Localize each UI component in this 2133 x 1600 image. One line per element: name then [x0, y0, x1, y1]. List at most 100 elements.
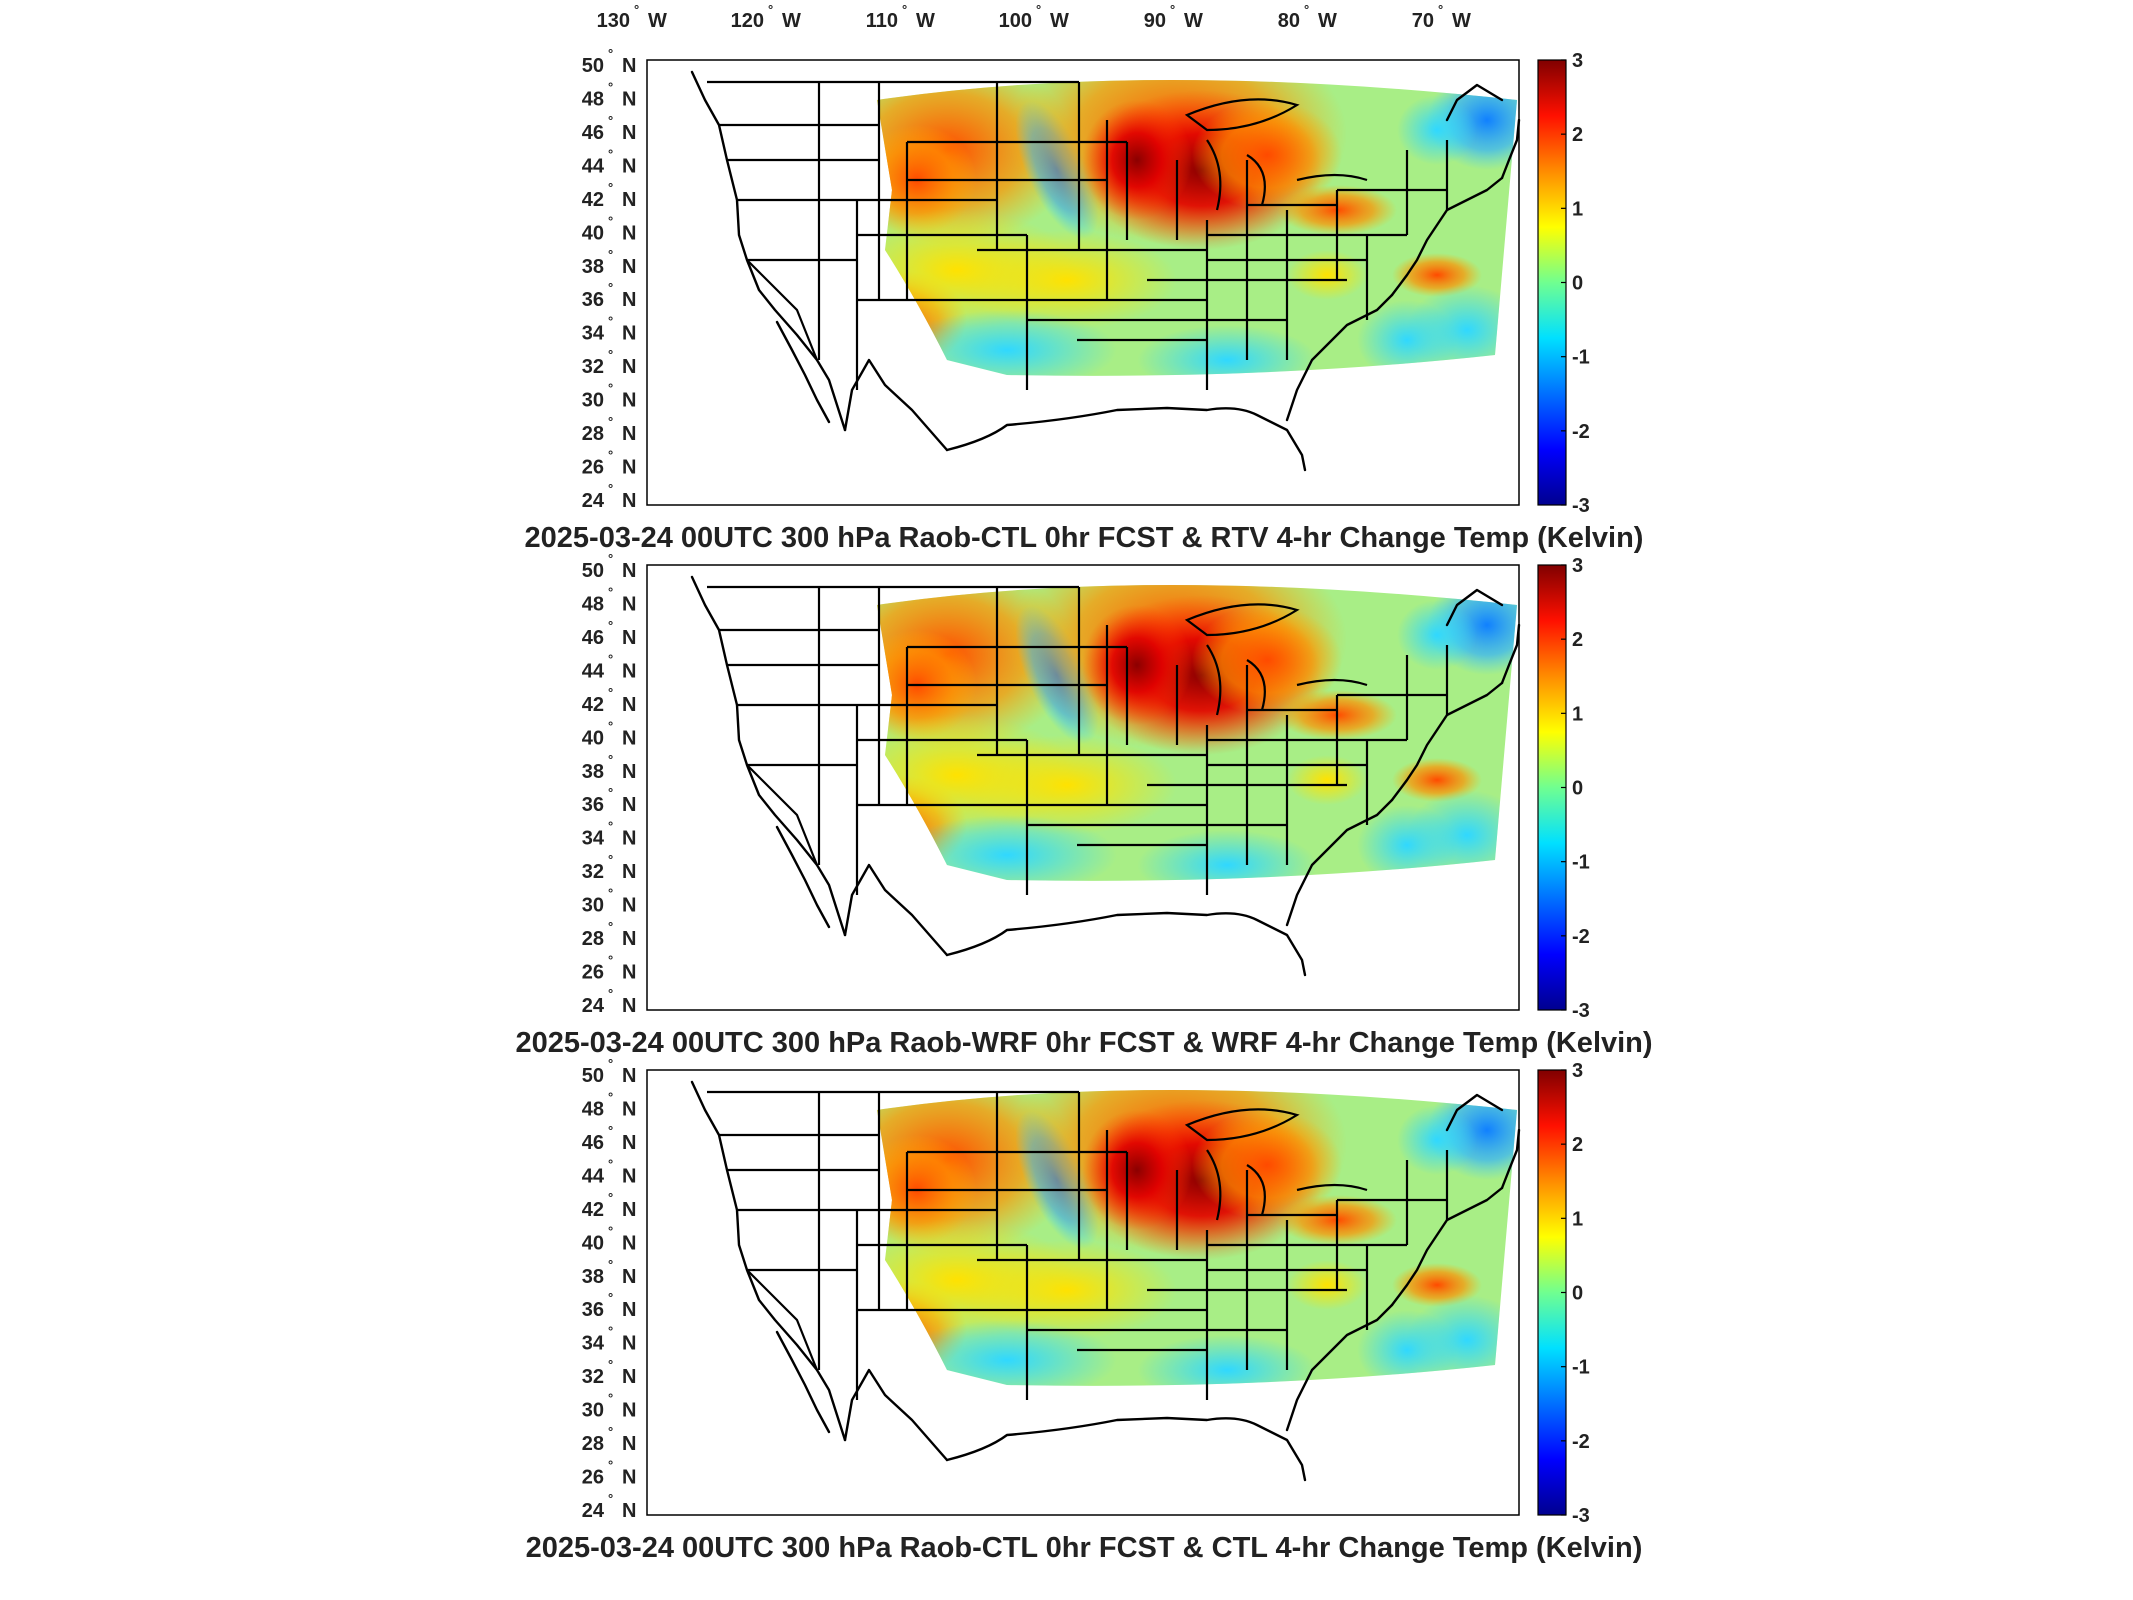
- longitude-labels: 130 ° W 120 ° W 110 ° W 100 ° W 90 ° W 80 ° W 70 ° W: [597, 2, 1471, 32]
- colorbar: 3 2 1 0 -1 -2 -3: [1537, 1060, 1590, 1527]
- svg-text:°: °: [608, 1223, 613, 1238]
- colorbar: 3 2 1 0 -1 -2 -3: [1537, 555, 1590, 1022]
- lat-label: 48 ° N: [582, 584, 637, 615]
- map-panel-2: 50°N48°N46°N44°N42°N40°N38°N36°N34°N32°N…: [515, 530, 1653, 1059]
- lat-label: 26 ° N: [582, 953, 637, 984]
- svg-text:34: 34: [582, 828, 605, 850]
- lat-label: 44° N: [582, 1156, 637, 1187]
- svg-text:°: °: [608, 280, 613, 295]
- svg-text:°: °: [608, 551, 613, 566]
- svg-text:24: 24: [582, 1500, 605, 1522]
- svg-text:°: °: [608, 448, 613, 463]
- colorbar-tick: -3: [1572, 1505, 1590, 1527]
- svg-text:N: N: [622, 895, 636, 917]
- colorbar-tick: -1: [1572, 852, 1590, 874]
- colorbar-tick: -2: [1572, 926, 1590, 948]
- svg-text:N: N: [622, 289, 636, 311]
- lon-label: 110 ° W: [866, 2, 935, 32]
- svg-text:N: N: [622, 761, 636, 783]
- lat-label: 34° N: [582, 314, 637, 345]
- svg-text:36: 36: [582, 289, 604, 311]
- svg-text:N: N: [622, 660, 636, 682]
- svg-text:N: N: [622, 1467, 636, 1489]
- lat-label: 32 ° N: [582, 347, 637, 378]
- svg-text:°: °: [608, 1257, 613, 1272]
- lat-label: 48 ° N: [582, 79, 637, 110]
- svg-text:N: N: [622, 1165, 636, 1187]
- svg-text:°: °: [608, 347, 613, 362]
- svg-text:32: 32: [582, 356, 604, 378]
- svg-text:N: N: [622, 222, 636, 244]
- svg-text:N: N: [622, 1065, 636, 1087]
- svg-text:°: °: [608, 1156, 613, 1171]
- svg-text:34: 34: [582, 1333, 605, 1355]
- lat-label: 42 ° N: [582, 180, 637, 211]
- svg-text:48: 48: [582, 593, 604, 615]
- svg-text:120: 120: [731, 10, 764, 32]
- svg-text:N: N: [622, 1433, 636, 1455]
- lat-label: 46 ° N: [582, 113, 637, 144]
- svg-text:°: °: [1170, 2, 1175, 17]
- svg-text:°: °: [608, 752, 613, 767]
- svg-text:38: 38: [582, 1266, 604, 1288]
- svg-text:°: °: [608, 146, 613, 161]
- svg-text:°: °: [608, 314, 613, 329]
- svg-text:N: N: [622, 423, 636, 445]
- svg-text:°: °: [608, 1089, 613, 1104]
- panel-title: 2025-03-24 00UTC 300 hPa Raob-WRF 0hr FC…: [515, 1027, 1652, 1059]
- svg-text:°: °: [608, 1458, 613, 1473]
- svg-text:N: N: [622, 1199, 636, 1221]
- svg-text:42: 42: [582, 694, 604, 716]
- svg-text:N: N: [622, 627, 636, 649]
- colorbar-tick: -1: [1572, 1357, 1590, 1379]
- lat-label: 24° N: [582, 986, 637, 1017]
- svg-text:°: °: [608, 852, 613, 867]
- svg-text:44: 44: [582, 155, 605, 177]
- svg-text:N: N: [622, 122, 636, 144]
- lat-label: 30 ° N: [582, 886, 637, 917]
- map-area: [647, 530, 1547, 1010]
- lat-label: 50 ° N: [582, 46, 637, 77]
- svg-text:28: 28: [582, 928, 604, 950]
- svg-text:N: N: [622, 155, 636, 177]
- lat-label: 28 ° N: [582, 1424, 637, 1455]
- svg-text:80: 80: [1278, 10, 1300, 32]
- svg-text:34: 34: [582, 323, 605, 345]
- svg-text:46: 46: [582, 1132, 604, 1154]
- lon-label: 80 ° W: [1278, 2, 1337, 32]
- svg-text:N: N: [622, 1366, 636, 1388]
- svg-text:N: N: [622, 189, 636, 211]
- svg-text:W: W: [648, 10, 667, 32]
- panel-title: 2025-03-24 00UTC 300 hPa Raob-CTL 0hr FC…: [525, 522, 1644, 554]
- colorbar-tick: 3: [1572, 50, 1583, 72]
- svg-text:°: °: [608, 986, 613, 1001]
- svg-text:°: °: [608, 213, 613, 228]
- lat-label: 26 ° N: [582, 448, 637, 479]
- svg-text:50: 50: [582, 55, 604, 77]
- lon-label: 90 ° W: [1144, 2, 1203, 32]
- svg-text:40: 40: [582, 1232, 604, 1254]
- lon-label: 70 ° W: [1412, 2, 1471, 32]
- svg-text:46: 46: [582, 122, 604, 144]
- svg-text:°: °: [608, 685, 613, 700]
- svg-text:°: °: [608, 247, 613, 262]
- svg-text:N: N: [622, 928, 636, 950]
- svg-text:N: N: [622, 55, 636, 77]
- svg-text:°: °: [608, 618, 613, 633]
- svg-text:N: N: [622, 694, 636, 716]
- colorbar-tick: 3: [1572, 1060, 1583, 1082]
- svg-text:N: N: [622, 356, 636, 378]
- svg-text:°: °: [608, 1324, 613, 1339]
- svg-text:°: °: [608, 46, 613, 61]
- svg-text:48: 48: [582, 88, 604, 110]
- svg-text:38: 38: [582, 761, 604, 783]
- svg-text:26: 26: [582, 457, 604, 479]
- svg-text:24: 24: [582, 490, 605, 512]
- lat-label: 36 ° N: [582, 280, 637, 311]
- colorbar-tick: 2: [1572, 629, 1583, 651]
- lon-label: 130 ° W: [597, 2, 667, 32]
- svg-text:50: 50: [582, 1065, 604, 1087]
- svg-text:28: 28: [582, 1433, 604, 1455]
- svg-text:°: °: [1438, 2, 1443, 17]
- panels: 50°N48°N46°N44°N42°N40°N38°N36°N34°N32°N…: [515, 25, 1653, 1564]
